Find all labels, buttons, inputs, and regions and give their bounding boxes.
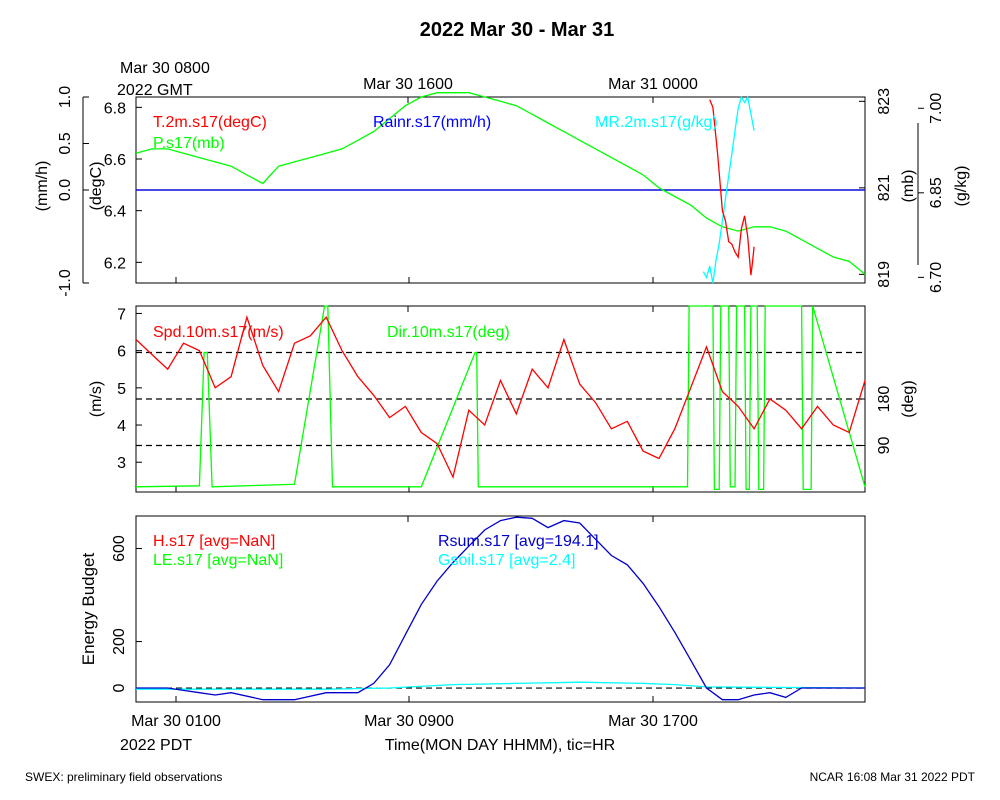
top-left-outer-tick-label-1: 0.0 — [57, 179, 74, 201]
legend-sensible-heat: H.s17 [avg=NaN] — [153, 533, 275, 550]
legend-temperature: T.2m.s17(degC) — [153, 114, 267, 131]
top-left-inner-tick-label-0: 6.2 — [104, 255, 126, 272]
series-wind-direction-line — [135, 305, 866, 491]
bottom-axis-label-3: Mar 30 1700 — [608, 713, 698, 730]
legend-mixing-ratio: MR.2m.s17(g/kg) — [595, 114, 718, 131]
middle-right-tick-label-1: 180 — [876, 386, 893, 413]
middle-left-tick-label-3: 6 — [117, 344, 126, 361]
bottom-left-tick-label-2: 600 — [111, 535, 128, 562]
series-wind-speed-line — [135, 314, 866, 480]
footer-left: SWEX: preliminary field observations — [25, 770, 222, 784]
middle-left-tick-label-4: 7 — [117, 306, 126, 323]
bottom-axis-label-1: Mar 30 0100 — [131, 713, 221, 730]
bottom-left-tick-label-1: 200 — [111, 628, 128, 655]
middle-left-tick-label-0: 3 — [117, 455, 126, 472]
top-axis-label-1: Mar 30 1600 — [363, 76, 453, 93]
top-right-outer-tick-label-2: 7.00 — [928, 93, 945, 124]
bottom-left-axis-title: Energy Budget — [79, 552, 98, 665]
top-left-outer-tick-label-0: -1.0 — [57, 269, 74, 297]
bottom-axis-title: Time(MON DAY HHMM), tic=HR — [385, 737, 615, 754]
middle-right-axis-title: (deg) — [900, 380, 917, 417]
top-right-outer-tick-label-0: 6.70 — [928, 262, 945, 293]
top-left-inner-tick-label-2: 6.6 — [104, 152, 126, 169]
series-soil-heat-line — [136, 681, 866, 690]
top-right-outer-tick-label-1: 6.85 — [928, 177, 945, 208]
top-panel: -1.0 0.0 0.5 1.0 (mm/h) 6.2 6.4 6.6 6.8 (degC) 819… — [34, 86, 970, 297]
top-left-inner-axis-title: (degC) — [88, 162, 105, 211]
series-net-radiation-line — [136, 516, 865, 701]
top-left-outer-axis-title: (mm/h) — [34, 161, 51, 212]
legend-latent-heat: LE.s17 [avg=NaN] — [153, 552, 283, 569]
legend-wind-speed: Spd.10m.s17(m/s) — [153, 324, 284, 341]
top-right-inner-tick-label-0: 819 — [876, 261, 893, 288]
top-right-outer-axis-title: (g/kg) — [953, 166, 970, 207]
legend-pressure: P.s17(mb) — [153, 135, 225, 152]
top-left-inner-tick-label-3: 6.8 — [104, 100, 126, 117]
top-right-inner-tick-label-2: 823 — [876, 88, 893, 115]
series-temperature-line — [709, 99, 755, 276]
top-left-outer-tick-label-2: 0.5 — [57, 132, 74, 154]
top-axis-start-label: Mar 30 0800 — [120, 60, 210, 77]
top-left-outer-tick-label-3: 1.0 — [57, 86, 74, 108]
bottom-panel-frame — [135, 515, 866, 703]
top-left-inner-tick-label-1: 6.4 — [104, 204, 126, 221]
middle-left-tick-label-2: 5 — [117, 381, 126, 398]
bottom-axis-start-sublabel: 2022 PDT — [120, 737, 192, 754]
middle-panel: 3 4 5 6 7 (m/s) 90 180 (deg) Spd.10m.s17(m/s) Dir.… — [88, 305, 917, 493]
series-mixing-ratio-line — [702, 95, 755, 284]
legend-rain: Rainr.s17(mm/h) — [373, 114, 491, 131]
top-right-inner-tick-label-1: 821 — [876, 174, 893, 201]
bottom-left-tick-label-0: 0 — [111, 684, 128, 693]
top-axis-start-sublabel: 2022 GMT — [117, 82, 193, 99]
legend-soil-heat: Gsoil.s17 [avg=2.4] — [438, 552, 575, 569]
legend-net-radiation: Rsum.s17 [avg=194.1] — [438, 533, 599, 550]
top-right-inner-axis-title: (mb) — [900, 170, 917, 203]
bottom-panel: 0 200 600 Energy Budget H.s17 [avg=NaN] LE.s1… — [79, 515, 866, 703]
middle-left-axis-title: (m/s) — [88, 381, 105, 417]
bottom-axis-label-2: Mar 30 0900 — [364, 713, 454, 730]
legend-wind-direction: Dir.10m.s17(deg) — [387, 324, 510, 341]
middle-left-tick-label-1: 4 — [117, 418, 126, 435]
series-pressure-line — [135, 92, 866, 275]
chart-title: 2022 Mar 30 - Mar 31 — [420, 19, 615, 41]
footer-right: NCAR 16:08 Mar 31 2022 PDT — [810, 770, 976, 784]
top-axis-label-2: Mar 31 0000 — [608, 76, 698, 93]
middle-right-tick-label-0: 90 — [876, 437, 893, 455]
